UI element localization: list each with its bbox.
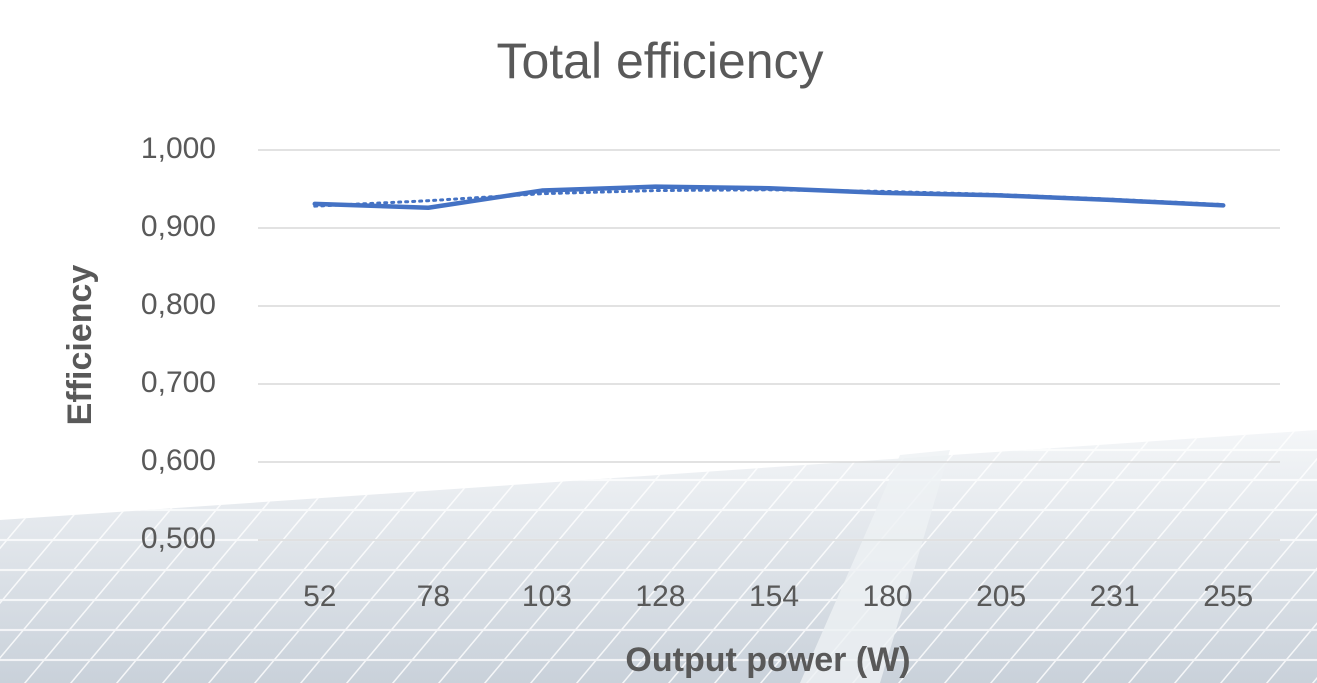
x-tick-label: 255 [1203, 580, 1253, 613]
x-tick-label: 52 [303, 580, 336, 613]
y-tick-label: 0,900 [141, 210, 216, 243]
chart: Total efficiency Output power (W) Effici… [0, 0, 1317, 683]
y-tick-label: 0,600 [141, 444, 216, 477]
x-tick-label: 231 [1090, 580, 1140, 613]
y-tick-label: 0,700 [141, 366, 216, 399]
y-axis-title: Efficiency [61, 265, 99, 426]
x-tick-label: 103 [522, 580, 572, 613]
y-tick-label: 0,800 [141, 288, 216, 321]
x-axis-title: Output power (W) [625, 641, 910, 679]
chart-title: Total efficiency [496, 33, 823, 89]
x-tick-label: 205 [976, 580, 1026, 613]
y-tick-label: 1,000 [141, 132, 216, 165]
x-tick-label: 128 [635, 580, 685, 613]
x-tick-label: 154 [749, 580, 799, 613]
x-tick-label: 180 [863, 580, 913, 613]
x-tick-label: 78 [417, 580, 450, 613]
page: {"chart_data": {"type": "line", "title":… [0, 0, 1317, 683]
y-tick-label: 0,500 [141, 522, 216, 555]
